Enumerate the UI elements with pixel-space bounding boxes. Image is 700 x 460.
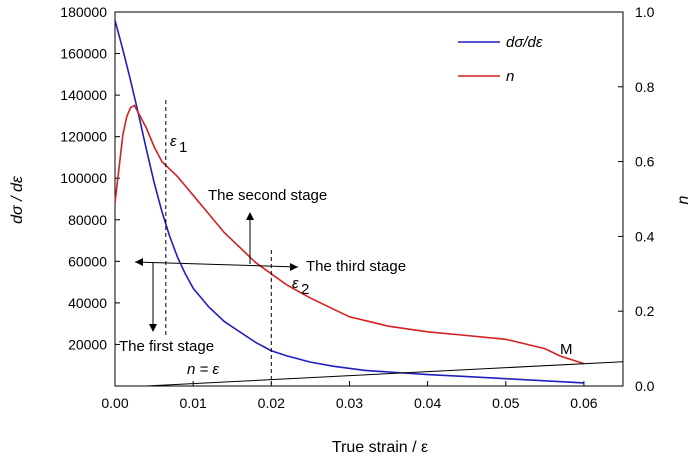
- x-tick-label: 0.06: [570, 395, 597, 411]
- first-stage-arrowhead: [149, 324, 157, 332]
- y-right-tick-label: 0.6: [635, 154, 655, 170]
- y-left-tick-label: 60000: [68, 253, 107, 269]
- stage-horizontal-line: [134, 261, 299, 268]
- point-M-label: M: [560, 341, 573, 358]
- first-stage-label: The first stage: [119, 338, 214, 355]
- stage-right-arrowhead: [290, 263, 298, 271]
- eps1-subscript: 1: [179, 139, 187, 156]
- x-tick-label: 0.05: [492, 395, 519, 411]
- stage-left-arrowhead: [135, 258, 143, 266]
- x-axis-title: True strain / ε: [332, 439, 428, 456]
- left-axis-title: dσ / dε: [9, 175, 26, 224]
- eps2-subscript: 2: [301, 281, 309, 298]
- eps2-label: ε: [292, 275, 299, 292]
- y-left-tick-label: 160000: [60, 46, 107, 62]
- x-tick-label: 0.03: [336, 395, 363, 411]
- series-line-n-equals-eps: [146, 361, 624, 387]
- y-left-tick-label: 80000: [68, 212, 107, 228]
- series-layer: [114, 20, 624, 387]
- second-stage-label: The second stage: [208, 187, 327, 204]
- third-stage-label: The third stage: [306, 258, 406, 275]
- y-right-tick-label: 0.2: [635, 303, 655, 319]
- series-line-n: [114, 104, 585, 365]
- x-tick-label: 0.02: [258, 395, 285, 411]
- legend-label-dsigma: dσ/dε: [506, 34, 543, 51]
- eps1-label: ε: [170, 133, 177, 150]
- y-left-tick-label: 20000: [68, 336, 107, 352]
- y-left-tick-label: 120000: [60, 129, 107, 145]
- x-tick-label: 0.01: [180, 395, 207, 411]
- series-line-dsigma-deps: [114, 20, 584, 384]
- y-right-tick-label: 1.0: [635, 4, 655, 20]
- x-tick-label: 0.00: [101, 395, 128, 411]
- legend: dσ/dε n: [458, 34, 543, 85]
- y-right-tick-label: 0.8: [635, 79, 655, 95]
- y-right-tick-label: 0.0: [635, 378, 655, 394]
- y-left-tick-label: 180000: [60, 4, 107, 20]
- x-tick-label: 0.04: [414, 395, 441, 411]
- n-equals-eps-label: n = ε: [187, 361, 219, 378]
- second-stage-arrowhead: [246, 212, 254, 220]
- y-left-tick-label: 140000: [60, 87, 107, 103]
- y-left-tick-label: 100000: [60, 170, 107, 186]
- right-axis-title: n: [675, 195, 692, 204]
- plot-frame: [114, 11, 624, 387]
- y-left-tick-label: 40000: [68, 295, 107, 311]
- y-right-tick-label: 0.4: [635, 228, 655, 244]
- ticks-layer: 0.00 0.01 0.02 0.03 0.04 0.05 0.06200004000060…: [60, 4, 654, 411]
- legend-label-n: n: [506, 68, 514, 85]
